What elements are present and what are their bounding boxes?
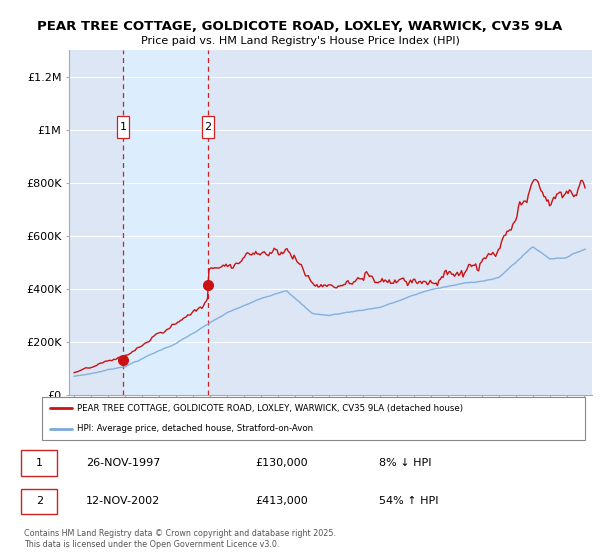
Text: 26-NOV-1997: 26-NOV-1997 [86,458,160,468]
Text: PEAR TREE COTTAGE, GOLDICOTE ROAD, LOXLEY, WARWICK, CV35 9LA (detached house): PEAR TREE COTTAGE, GOLDICOTE ROAD, LOXLE… [77,404,463,413]
Text: 1: 1 [36,458,43,468]
Text: PEAR TREE COTTAGE, GOLDICOTE ROAD, LOXLEY, WARWICK, CV35 9LA: PEAR TREE COTTAGE, GOLDICOTE ROAD, LOXLE… [37,20,563,32]
FancyBboxPatch shape [202,116,214,138]
FancyBboxPatch shape [118,116,130,138]
FancyBboxPatch shape [42,397,585,440]
Text: HPI: Average price, detached house, Stratford-on-Avon: HPI: Average price, detached house, Stra… [77,424,313,433]
FancyBboxPatch shape [21,450,58,475]
Bar [124,50,208,395]
Text: 2: 2 [204,122,211,132]
Text: 8% ↓ HPI: 8% ↓ HPI [379,458,431,468]
FancyBboxPatch shape [21,488,58,514]
Text: Contains HM Land Registry data © Crown copyright and database right 2025.
This d: Contains HM Land Registry data © Crown c… [24,529,336,549]
Text: 1: 1 [120,122,127,132]
Text: 12-NOV-2002: 12-NOV-2002 [86,496,160,506]
Text: £413,000: £413,000 [255,496,308,506]
Text: Price paid vs. HM Land Registry's House Price Index (HPI): Price paid vs. HM Land Registry's House … [140,36,460,46]
Text: 2: 2 [36,496,43,506]
Text: £130,000: £130,000 [255,458,308,468]
Text: 54% ↑ HPI: 54% ↑ HPI [379,496,439,506]
